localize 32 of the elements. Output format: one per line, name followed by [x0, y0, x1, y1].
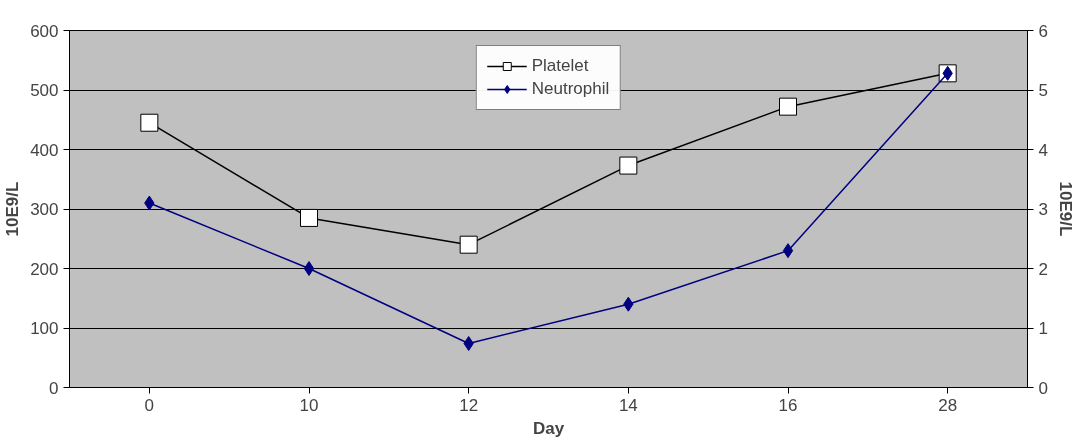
point: [779, 97, 797, 116]
y2-tick-label: 4: [1038, 140, 1048, 160]
y2-tick-label: 3: [1038, 200, 1048, 219]
y2-axis-title: 10E9/L: [1055, 181, 1075, 237]
y2-tick-label: 0: [1038, 378, 1048, 398]
x-axis-title: Day: [532, 418, 565, 438]
x-tick-label: 28: [938, 395, 958, 415]
legend-label: Platelet: [531, 56, 589, 76]
y-tick-label: 100: [30, 319, 59, 338]
y2-tick-label: 2: [1038, 259, 1048, 279]
y-tick-label: 600: [30, 21, 59, 41]
point: [140, 113, 159, 132]
point: [782, 243, 794, 259]
y-tick-label: 200: [30, 259, 59, 279]
y-tick-label: 400: [30, 140, 59, 160]
y-tick-label: 300: [30, 200, 59, 219]
y-tick-label: 0: [49, 378, 59, 398]
y2-tick-label: 5: [1038, 81, 1048, 100]
x-tick-label: 14: [618, 395, 638, 415]
y-axis-title: 10E9/L: [3, 181, 23, 237]
x-tick-label: 0: [144, 395, 155, 415]
y2-tick-label: 1: [1038, 319, 1048, 338]
point: [619, 156, 638, 175]
y2-tick-label: 6: [1038, 21, 1048, 41]
x-tick-label: 12: [459, 395, 479, 415]
legend-label: Neutrophil: [531, 79, 610, 99]
point: [300, 208, 318, 227]
point: [459, 235, 478, 254]
x-tick-label: 16: [778, 395, 798, 415]
point: [303, 261, 315, 276]
x-tick-label: 10: [299, 395, 319, 415]
y-tick-label: 500: [30, 81, 59, 100]
